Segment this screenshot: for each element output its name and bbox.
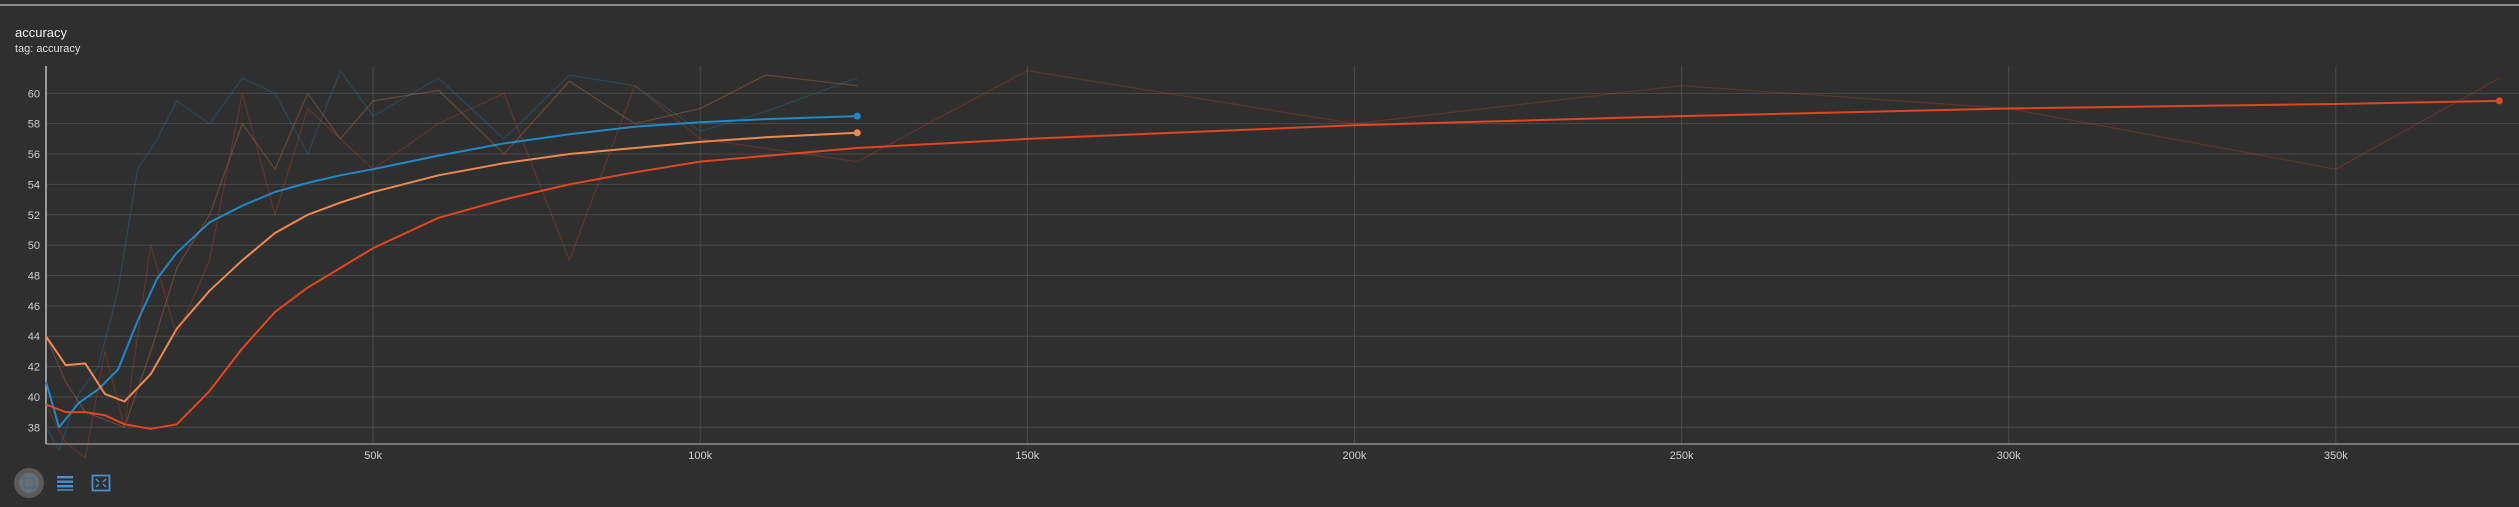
x-tick-label: 250k <box>1670 450 1694 462</box>
x-tick-label: 100k <box>688 450 712 462</box>
expand-chart-icon <box>19 473 39 493</box>
top-divider <box>0 4 2519 6</box>
chart-toolbar <box>14 468 116 498</box>
chart-title: accuracy <box>15 25 68 40</box>
y-tick-label: 44 <box>28 331 40 343</box>
x-tick-label: 150k <box>1015 450 1039 462</box>
raw-series-line <box>45 69 2500 459</box>
fit-domain-icon <box>91 474 111 492</box>
y-tick-label: 58 <box>28 119 40 131</box>
y-tick-label: 50 <box>28 240 40 252</box>
y-tick-label: 38 <box>28 422 40 434</box>
scalar-chart-card <box>0 12 2519 507</box>
expand-chart-button[interactable] <box>14 468 44 498</box>
y-tick-label: 42 <box>28 362 40 374</box>
y-tick-label: 54 <box>28 179 40 191</box>
raw-series-line <box>45 74 858 429</box>
smoothed-series-line <box>45 115 858 429</box>
y-tick-label: 60 <box>28 88 40 100</box>
x-tick-label: 200k <box>1343 450 1367 462</box>
smoothed-series-line <box>45 131 858 403</box>
series-end-marker <box>853 112 861 120</box>
series-end-marker <box>853 129 861 137</box>
x-tick-label: 350k <box>2324 450 2348 462</box>
y-tick-label: 48 <box>28 270 40 282</box>
raw-series-line <box>45 69 858 452</box>
x-tick-label: 50k <box>364 450 382 462</box>
chart-tag-label: tag: accuracy <box>15 43 81 55</box>
fit-domain-button[interactable] <box>86 468 116 498</box>
y-tick-label: 46 <box>28 301 40 313</box>
series-end-marker <box>2495 97 2503 105</box>
smoothed-series-line <box>45 99 2500 430</box>
toggle-log-scale-button[interactable] <box>50 468 80 498</box>
x-tick-label: 300k <box>1997 450 2021 462</box>
y-tick-label: 52 <box>28 210 40 222</box>
list-icon <box>57 476 73 491</box>
y-tick-label: 56 <box>28 149 40 161</box>
y-tick-label: 40 <box>28 392 40 404</box>
